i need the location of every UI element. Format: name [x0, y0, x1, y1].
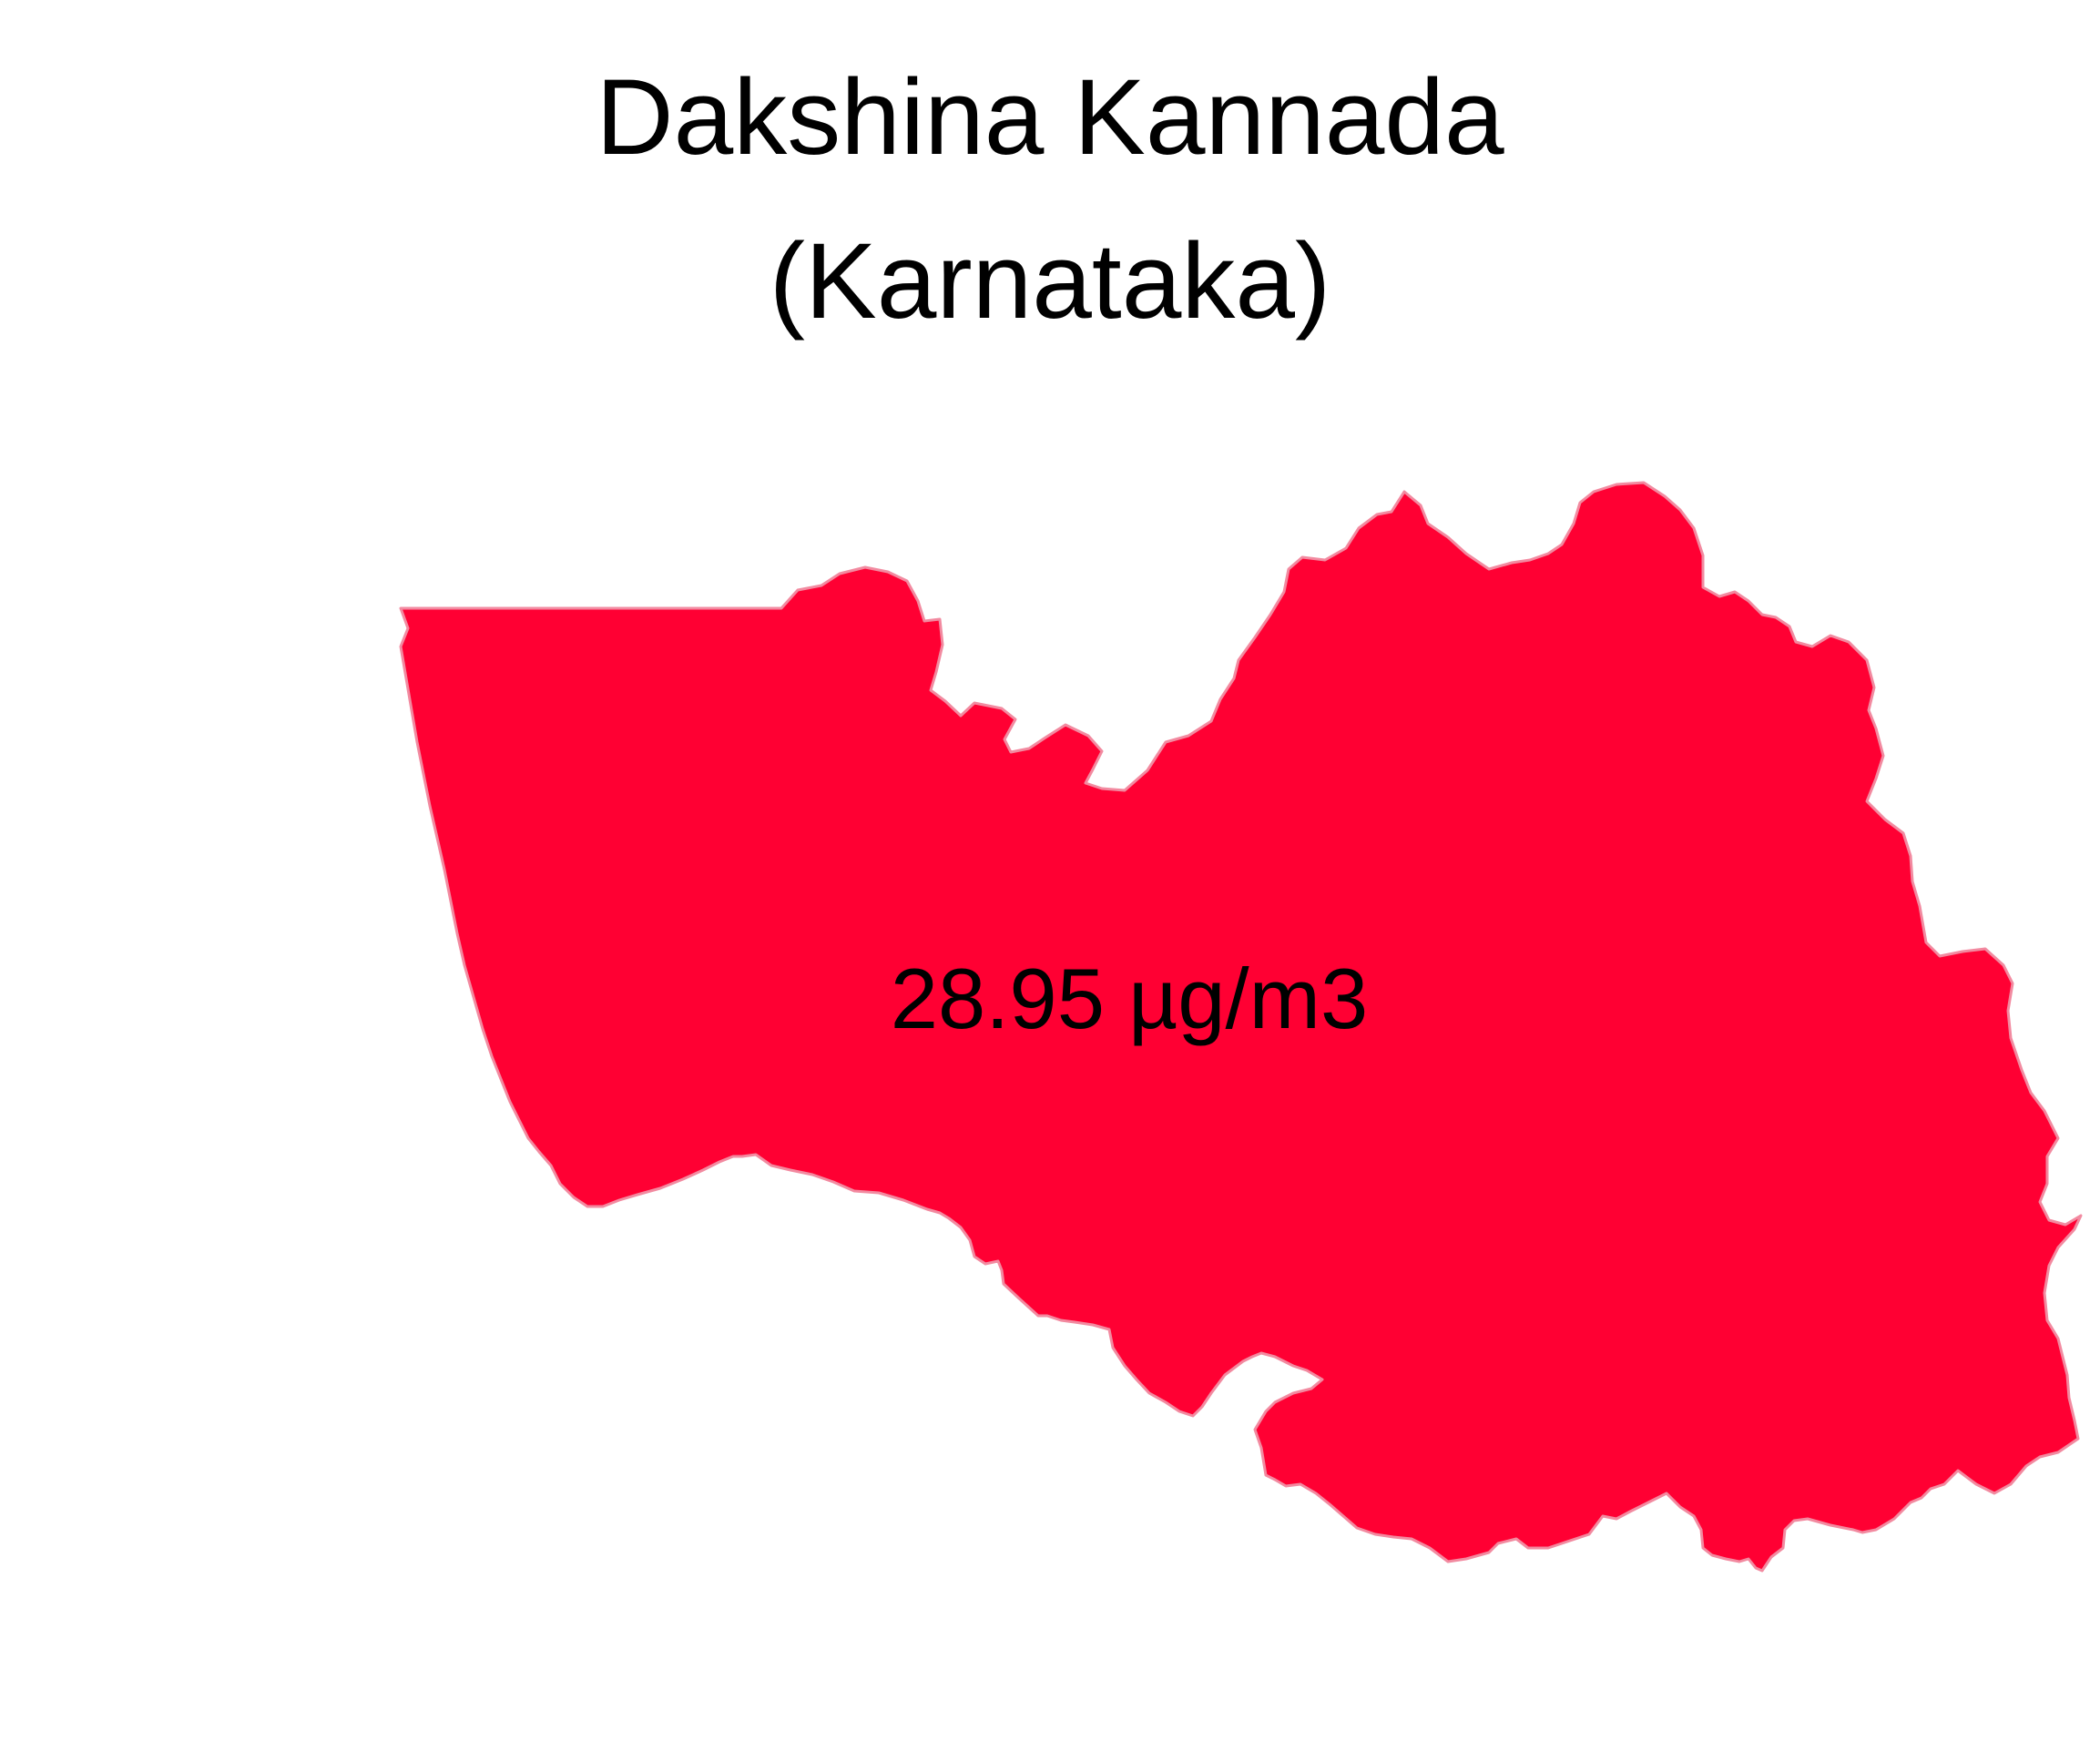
- pm25-value-label: 28.95 µg/m3: [890, 951, 1369, 1046]
- district-region-shape: [399, 481, 2083, 1573]
- map-title-line-1: Dakshina Kannada: [596, 57, 1504, 178]
- map-title-line-2: (Karnataka): [769, 221, 1331, 341]
